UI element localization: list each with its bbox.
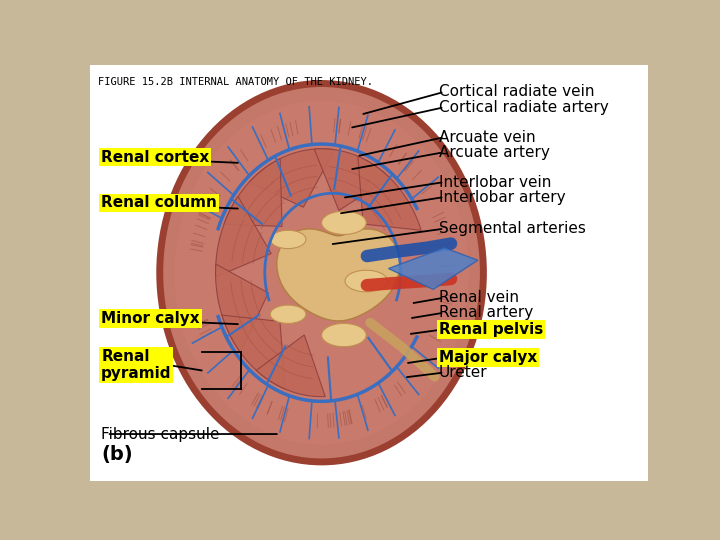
Ellipse shape <box>345 270 387 292</box>
Text: Major calyx: Major calyx <box>438 350 537 365</box>
Polygon shape <box>314 148 390 211</box>
Polygon shape <box>222 315 285 389</box>
Polygon shape <box>215 264 269 353</box>
Text: Cortical radiate artery: Cortical radiate artery <box>438 100 608 114</box>
Polygon shape <box>224 159 282 226</box>
Text: FIGURE 15.2B INTERNAL ANATOMY OF THE KIDNEY.: FIGURE 15.2B INTERNAL ANATOMY OF THE KID… <box>99 77 374 87</box>
Text: Interlobar artery: Interlobar artery <box>438 190 565 205</box>
Text: (b): (b) <box>101 446 132 464</box>
Polygon shape <box>256 335 325 397</box>
Text: Fibrous capsule: Fibrous capsule <box>101 427 220 442</box>
Text: Arcuate artery: Arcuate artery <box>438 145 549 160</box>
Ellipse shape <box>270 230 306 248</box>
Ellipse shape <box>322 211 366 234</box>
Text: Minor calyx: Minor calyx <box>101 311 199 326</box>
Polygon shape <box>249 148 335 207</box>
Text: Interlobar vein: Interlobar vein <box>438 174 551 190</box>
Ellipse shape <box>174 100 469 445</box>
Ellipse shape <box>322 323 366 347</box>
Text: Renal pelvis: Renal pelvis <box>438 322 543 337</box>
Text: Arcuate vein: Arcuate vein <box>438 130 536 145</box>
Polygon shape <box>215 197 271 277</box>
Text: Renal cortex: Renal cortex <box>101 150 210 165</box>
Text: Ureter: Ureter <box>438 365 487 380</box>
Text: Renal
pyramid: Renal pyramid <box>101 349 171 381</box>
Text: Segmental arteries: Segmental arteries <box>438 221 585 236</box>
FancyBboxPatch shape <box>90 65 648 481</box>
Polygon shape <box>358 156 421 230</box>
Text: Cortical radiate vein: Cortical radiate vein <box>438 84 594 99</box>
Ellipse shape <box>160 84 483 462</box>
Polygon shape <box>389 248 478 289</box>
Text: Renal vein: Renal vein <box>438 290 518 305</box>
Text: Renal artery: Renal artery <box>438 305 533 320</box>
Text: Renal column: Renal column <box>101 195 217 211</box>
Ellipse shape <box>270 305 306 323</box>
Polygon shape <box>276 229 400 321</box>
